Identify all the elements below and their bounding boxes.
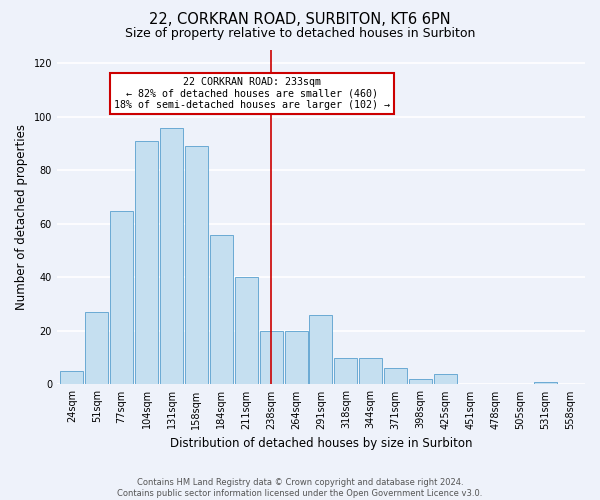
Y-axis label: Number of detached properties: Number of detached properties [15,124,28,310]
Text: Contains HM Land Registry data © Crown copyright and database right 2024.
Contai: Contains HM Land Registry data © Crown c… [118,478,482,498]
Bar [284,331,308,384]
Text: 22 CORKRAN ROAD: 233sqm
← 82% of detached houses are smaller (460)
18% of semi-d: 22 CORKRAN ROAD: 233sqm ← 82% of detache… [115,77,391,110]
X-axis label: Distribution of detached houses by size in Surbiton: Distribution of detached houses by size … [170,437,472,450]
Bar [310,315,332,384]
Bar [185,146,208,384]
Text: 22, CORKRAN ROAD, SURBITON, KT6 6PN: 22, CORKRAN ROAD, SURBITON, KT6 6PN [149,12,451,28]
Bar [210,234,233,384]
Bar [85,312,108,384]
Bar [334,358,358,384]
Bar [235,278,257,384]
Bar [409,379,432,384]
Bar [61,371,83,384]
Bar [260,331,283,384]
Bar [135,141,158,384]
Bar [110,210,133,384]
Bar [434,374,457,384]
Text: Size of property relative to detached houses in Surbiton: Size of property relative to detached ho… [125,28,475,40]
Bar [160,128,183,384]
Bar [384,368,407,384]
Bar [533,382,557,384]
Bar [359,358,382,384]
